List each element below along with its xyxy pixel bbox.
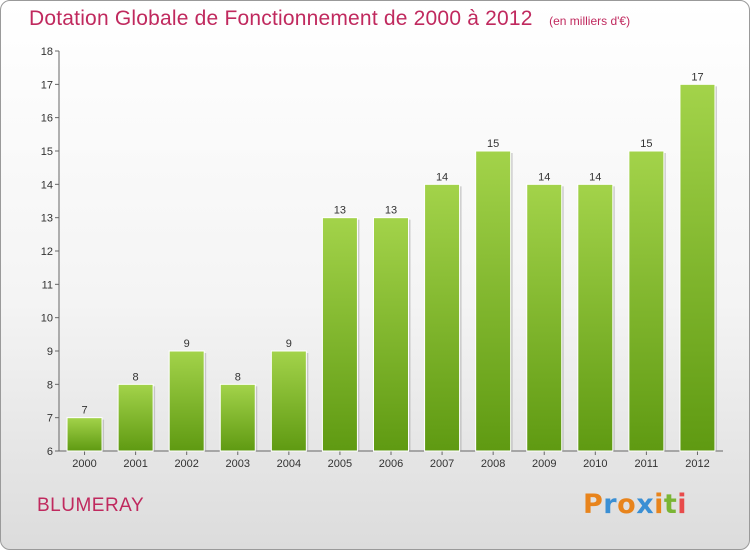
data-label: 9 — [286, 338, 292, 350]
proxiti-logo: Proxiti — [583, 489, 688, 520]
title-row: Dotation Globale de Fonctionnement de 20… — [29, 7, 630, 31]
y-tick-label: 16 — [41, 113, 53, 125]
data-label: 8 — [133, 371, 139, 383]
bars: 7 8 9 8 9 13 13 14 15 14 14 15 17 — [66, 71, 717, 452]
bar — [270, 350, 307, 452]
data-label: 14 — [538, 171, 550, 183]
y-tick-label: 18 — [41, 46, 53, 58]
data-label: 13 — [334, 205, 346, 217]
x-tick-label: 2008 — [481, 458, 505, 470]
x-tick-label: 2004 — [277, 458, 301, 470]
bar — [373, 217, 409, 452]
bar — [679, 83, 716, 452]
data-label: 9 — [184, 338, 190, 350]
bar — [526, 183, 563, 452]
x-tick-label: 2009 — [532, 458, 556, 470]
x-axis: 2000 2001 2002 2003 2004 2005 2006 2007 2008 2009… — [59, 450, 723, 470]
y-tick-label: 7 — [47, 413, 53, 425]
x-tick-label: 2005 — [328, 458, 352, 470]
data-label: 14 — [436, 171, 448, 183]
y-tick-label: 9 — [47, 346, 53, 358]
y-tick-label: 15 — [41, 146, 53, 158]
x-tick-label: 2006 — [379, 458, 403, 470]
bar — [628, 150, 665, 452]
x-tick-label: 2012 — [685, 458, 709, 470]
x-tick-label: 2001 — [123, 458, 147, 470]
data-label: 8 — [235, 371, 241, 383]
bar — [475, 150, 512, 452]
y-tick-label: 14 — [41, 179, 53, 191]
bar — [219, 383, 256, 452]
bar — [168, 350, 205, 452]
data-label: 7 — [81, 405, 87, 417]
data-label: 13 — [385, 205, 397, 217]
bar — [66, 417, 103, 452]
data-label: 14 — [589, 171, 601, 183]
x-tick-label: 2007 — [430, 458, 454, 470]
data-label: 15 — [487, 138, 499, 150]
y-tick-label: 13 — [41, 213, 53, 225]
y-tick-label: 11 — [42, 279, 53, 291]
y-axis: 6 7 8 9 10 11 12 13 14 15 16 17 18 — [41, 46, 60, 458]
x-tick-label: 2003 — [226, 458, 250, 470]
chart-title: Dotation Globale de Fonctionnement de 20… — [29, 7, 533, 30]
x-tick-label: 2000 — [72, 458, 96, 470]
x-tick-label: 2010 — [583, 458, 607, 470]
bar — [117, 383, 154, 452]
x-tick-label: 2011 — [635, 458, 659, 470]
bar — [424, 183, 461, 452]
bar — [577, 183, 614, 452]
y-tick-label: 12 — [41, 246, 53, 258]
x-tick-label: 2002 — [174, 458, 198, 470]
y-tick-label: 10 — [41, 313, 53, 325]
data-label: 17 — [691, 71, 703, 83]
y-tick-label: 6 — [47, 446, 53, 458]
chart-subtitle: (en milliers d'€) — [549, 14, 631, 28]
data-label: 15 — [640, 138, 652, 150]
commune-name: BLUMERAY — [37, 495, 145, 516]
y-tick-label: 17 — [41, 79, 53, 91]
bar — [321, 217, 358, 452]
y-tick-label: 8 — [47, 379, 53, 391]
